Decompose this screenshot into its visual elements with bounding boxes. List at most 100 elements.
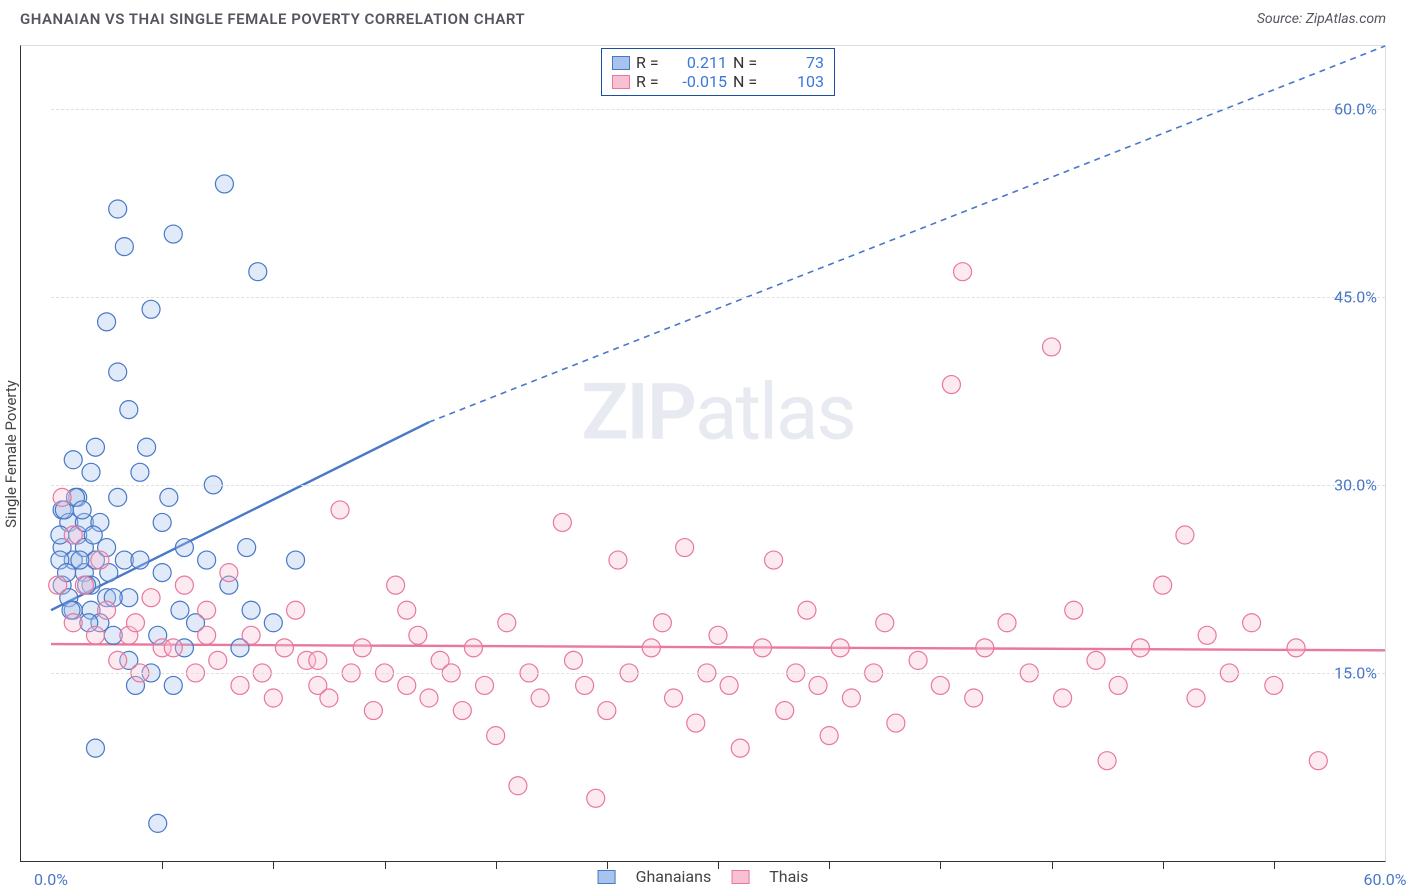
scatter-point [75,564,93,582]
scatter-point [53,576,71,594]
scatter-point [98,539,116,557]
scatter-point [171,601,189,619]
scatter-point [164,225,182,243]
scatter-point [109,200,127,218]
scatter-point [287,601,305,619]
scatter-point [160,488,178,506]
scatter-point [91,551,109,569]
legend-label: Thais [769,867,808,886]
scatter-point [564,651,582,669]
scatter-point [60,589,78,607]
n-label: N = [733,53,763,72]
r-label: R = [636,53,666,72]
scatter-point [55,501,73,519]
scatter-point [320,689,338,707]
scatter-point [91,614,109,632]
scatter-point [587,789,605,807]
scatter-point [73,501,91,519]
scatter-point [64,614,82,632]
scatter-point [231,639,249,657]
watermark-atlas: atlas [695,367,855,458]
regression-line [51,644,1385,650]
grid-line-h [51,485,1385,486]
scatter-point [109,488,127,506]
x-tick [940,861,941,869]
scatter-point [64,601,82,619]
scatter-point [364,702,382,720]
regression-line-extrapolated [429,46,1385,422]
scatter-point [998,614,1016,632]
scatter-point [249,263,267,281]
scatter-point [198,551,216,569]
scatter-point [238,539,256,557]
scatter-point [80,614,98,632]
scatter-point [86,626,104,644]
scatter-point [98,589,116,607]
scatter-point [104,589,122,607]
scatter-point [242,601,260,619]
scatter-point [1065,601,1083,619]
scatter-point [164,676,182,694]
scatter-point [1243,614,1261,632]
scatter-point [109,651,127,669]
scatter-point [765,551,783,569]
scatter-point [220,564,238,582]
scatter-point [64,526,82,544]
scatter-point [131,463,149,481]
scatter-point [1265,676,1283,694]
scatter-point [51,551,69,569]
scatter-point [242,626,260,644]
scatter-point [164,639,182,657]
scatter-point [942,376,960,394]
scatter-point [275,639,293,657]
scatter-point [398,676,416,694]
scatter-point [120,589,138,607]
source-credit: Source: ZipAtlas.com [1257,11,1386,27]
scatter-point [53,501,71,519]
regression-line [51,422,429,610]
x-tick-label: 60.0% [1364,870,1406,889]
scatter-point [809,676,827,694]
scatter-point [665,689,683,707]
scatter-point [909,651,927,669]
scatter-point [82,463,100,481]
legend-swatch [731,870,749,884]
scatter-point [887,714,905,732]
scatter-point [109,363,127,381]
scatter-point [498,614,516,632]
stats-row: R =0.211N =73 [612,53,824,72]
x-tick [829,861,830,869]
scatter-point [100,564,118,582]
scatter-point [153,513,171,531]
scatter-point [209,651,227,669]
chart-area: Single Female Poverty ZIPatlas R =0.211N… [20,45,1386,862]
x-tick [1163,861,1164,869]
y-tick-label: 45.0% [1334,287,1377,306]
scatter-point [153,564,171,582]
scatter-point [115,238,133,256]
scatter-point [420,689,438,707]
scatter-point [309,651,327,669]
scatter-point [126,614,144,632]
scatter-point [175,639,193,657]
scatter-point [82,576,100,594]
scatter-point [175,539,193,557]
y-axis-label: Single Female Poverty [2,380,20,528]
scatter-point [64,451,82,469]
legend-swatch [598,870,616,884]
scatter-point [86,438,104,456]
scatter-point [120,626,138,644]
scatter-point [64,551,82,569]
scatter-point [75,576,93,594]
scatter-point [1087,651,1105,669]
scatter-point [609,551,627,569]
grid-line-h [51,297,1385,298]
scatter-point [1043,338,1061,356]
scatter-dots-layer [51,46,1385,861]
scatter-point [131,551,149,569]
scatter-point [1176,526,1194,544]
x-tick [496,861,497,869]
y-tick-label: 30.0% [1334,475,1377,494]
grid-line-h [51,109,1385,110]
scatter-point [58,564,76,582]
